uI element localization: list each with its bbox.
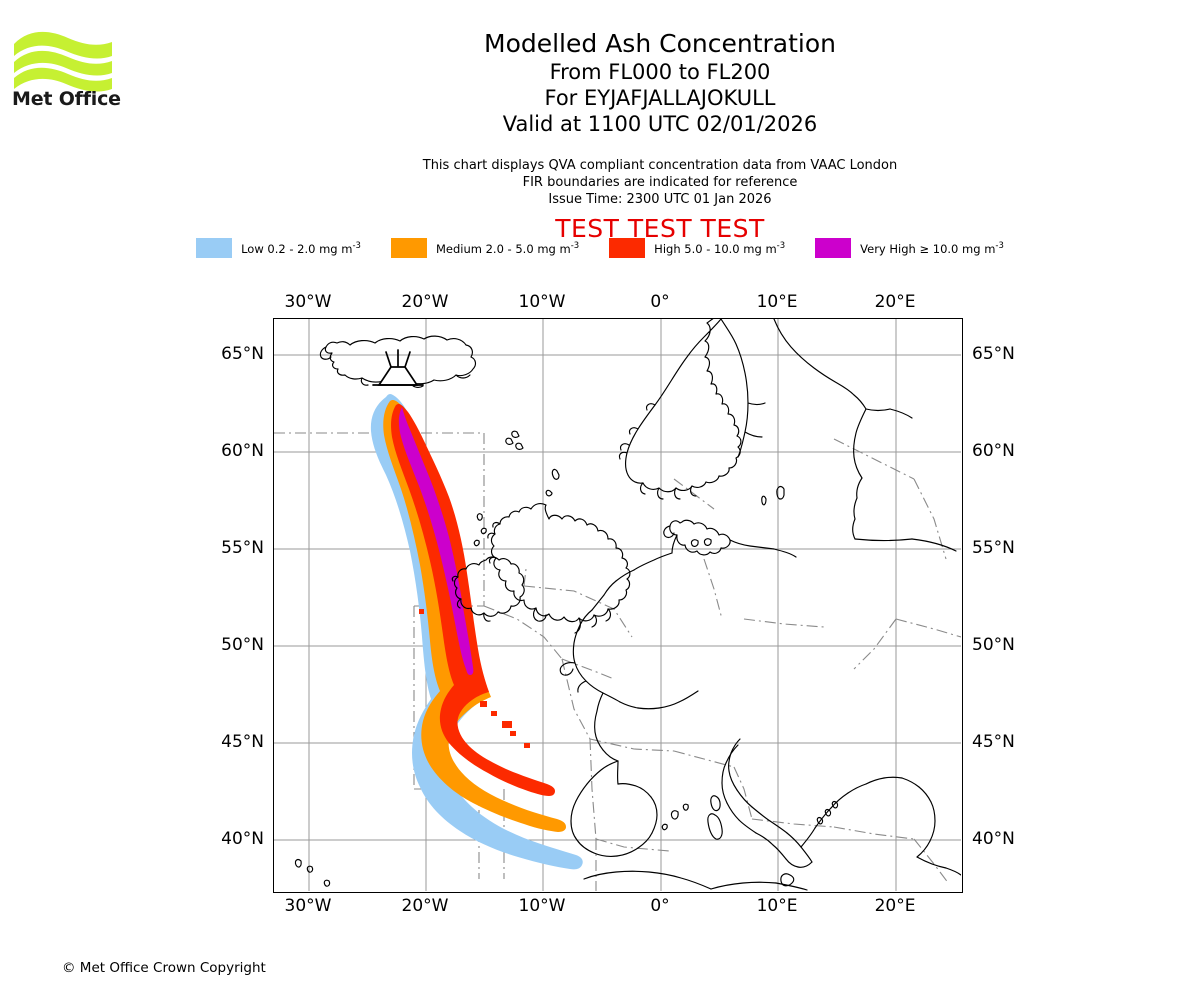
legend-exp-high: -3 — [776, 240, 786, 251]
note-qva-compliance: This chart displays QVA compliant concen… — [422, 158, 898, 173]
ytick-right-40: 40°N — [972, 829, 1015, 849]
legend-exp-low: -3 — [352, 240, 361, 251]
xtick-top-0: 30°W — [284, 292, 332, 312]
legend-swatch-very-high — [815, 238, 852, 258]
ytick-right-55: 55°N — [972, 538, 1015, 558]
legend-label-high: High 5.0 - 10.0 mg m-3 — [654, 241, 785, 256]
legend-text-high: High — [654, 241, 681, 256]
legend-swatch-low — [196, 238, 233, 258]
xtick-top-2: 10°W — [518, 292, 566, 312]
ash-plume-very-high — [398, 407, 474, 675]
title-volcano-name: For EYJAFJALLAJOKULL — [544, 86, 776, 110]
xtick-bottom-0: 30°W — [284, 896, 332, 916]
ytick-right-45: 45°N — [972, 732, 1015, 752]
ytick-left-55: 55°N — [221, 538, 264, 558]
ytick-right-60: 60°N — [972, 441, 1015, 461]
xtick-bottom-3: 0° — [650, 896, 670, 916]
legend-range-low: 0.2 - 2.0 — [267, 241, 316, 256]
legend-text-low: Low — [241, 241, 264, 256]
legend-exp-very-high: -3 — [995, 240, 1004, 251]
legend-item-very-high: Very High ≥ 10.0 mg m-3 — [815, 238, 1004, 258]
legend-item-low: Low 0.2 - 2.0 mg m-3 — [196, 238, 361, 258]
copyright-notice: © Met Office Crown Copyright — [62, 960, 266, 976]
coastlines — [294, 319, 961, 891]
xtick-top-3: 0° — [650, 292, 670, 312]
legend-unit-medium: mg m — [537, 241, 571, 256]
legend-text-very-high: Very High — [860, 241, 916, 256]
page-title: Modelled Ash Concentration — [484, 29, 836, 58]
xtick-top-1: 20°W — [401, 292, 449, 312]
legend-item-medium: Medium 2.0 - 5.0 mg m-3 — [390, 238, 579, 258]
legend-unit-very-high: mg m — [962, 241, 996, 256]
ash-plume-high-fragments — [419, 609, 530, 748]
fir-boundaries — [274, 432, 961, 891]
ytick-left-40: 40°N — [221, 829, 264, 849]
test-banner: TEST TEST TEST — [555, 214, 765, 243]
volcano-symbol-icon — [372, 349, 424, 386]
ytick-left-60: 60°N — [221, 441, 264, 461]
legend-exp-medium: -3 — [570, 240, 580, 251]
legend-unit-low: mg m — [319, 241, 353, 256]
ytick-left-65: 65°N — [221, 344, 264, 364]
legend-label-medium: Medium 2.0 - 5.0 mg m-3 — [436, 241, 579, 256]
legend-range-high: 5.0 - 10.0 — [684, 241, 740, 256]
xtick-bottom-2: 10°W — [518, 896, 566, 916]
ytick-left-50: 50°N — [221, 635, 264, 655]
ash-concentration-map[interactable] — [273, 318, 963, 893]
chart-title-block: Modelled Ash Concentration From FL000 to… — [130, 28, 1190, 137]
xtick-bottom-4: 10°E — [756, 896, 798, 916]
legend-label-low: Low 0.2 - 2.0 mg m-3 — [241, 241, 361, 256]
met-office-wordmark: Met Office — [12, 88, 121, 110]
ytick-right-65: 65°N — [972, 344, 1015, 364]
legend-swatch-high — [609, 238, 646, 258]
ytick-right-50: 50°N — [972, 635, 1015, 655]
xtick-bottom-1: 20°W — [401, 896, 449, 916]
met-office-waves-icon — [14, 31, 112, 92]
xtick-top-5: 20°E — [874, 292, 916, 312]
note-issue-time: Issue Time: 2300 UTC 01 Jan 2026 — [548, 192, 772, 207]
legend-item-high: High 5.0 - 10.0 mg m-3 — [609, 238, 785, 258]
legend-unit-high: mg m — [743, 241, 777, 256]
met-office-logo — [12, 26, 122, 111]
concentration-legend: Low 0.2 - 2.0 mg m-3 Medium 2.0 - 5.0 mg… — [0, 238, 1200, 258]
legend-swatch-medium — [390, 238, 427, 258]
legend-text-medium: Medium — [435, 241, 482, 256]
chart-notes: This chart displays QVA compliant concen… — [130, 157, 1190, 208]
legend-range-very-high: ≥ 10.0 — [919, 241, 959, 256]
title-flight-levels: From FL000 to FL200 — [549, 60, 771, 84]
ytick-left-45: 45°N — [221, 732, 264, 752]
legend-range-medium: 2.0 - 5.0 — [485, 241, 534, 256]
xtick-bottom-5: 20°E — [874, 896, 916, 916]
note-fir-boundaries: FIR boundaries are indicated for referen… — [522, 175, 798, 190]
title-valid-time: Valid at 1100 UTC 02/01/2026 — [502, 112, 818, 136]
legend-label-very-high: Very High ≥ 10.0 mg m-3 — [860, 241, 1004, 256]
xtick-top-4: 10°E — [756, 292, 798, 312]
